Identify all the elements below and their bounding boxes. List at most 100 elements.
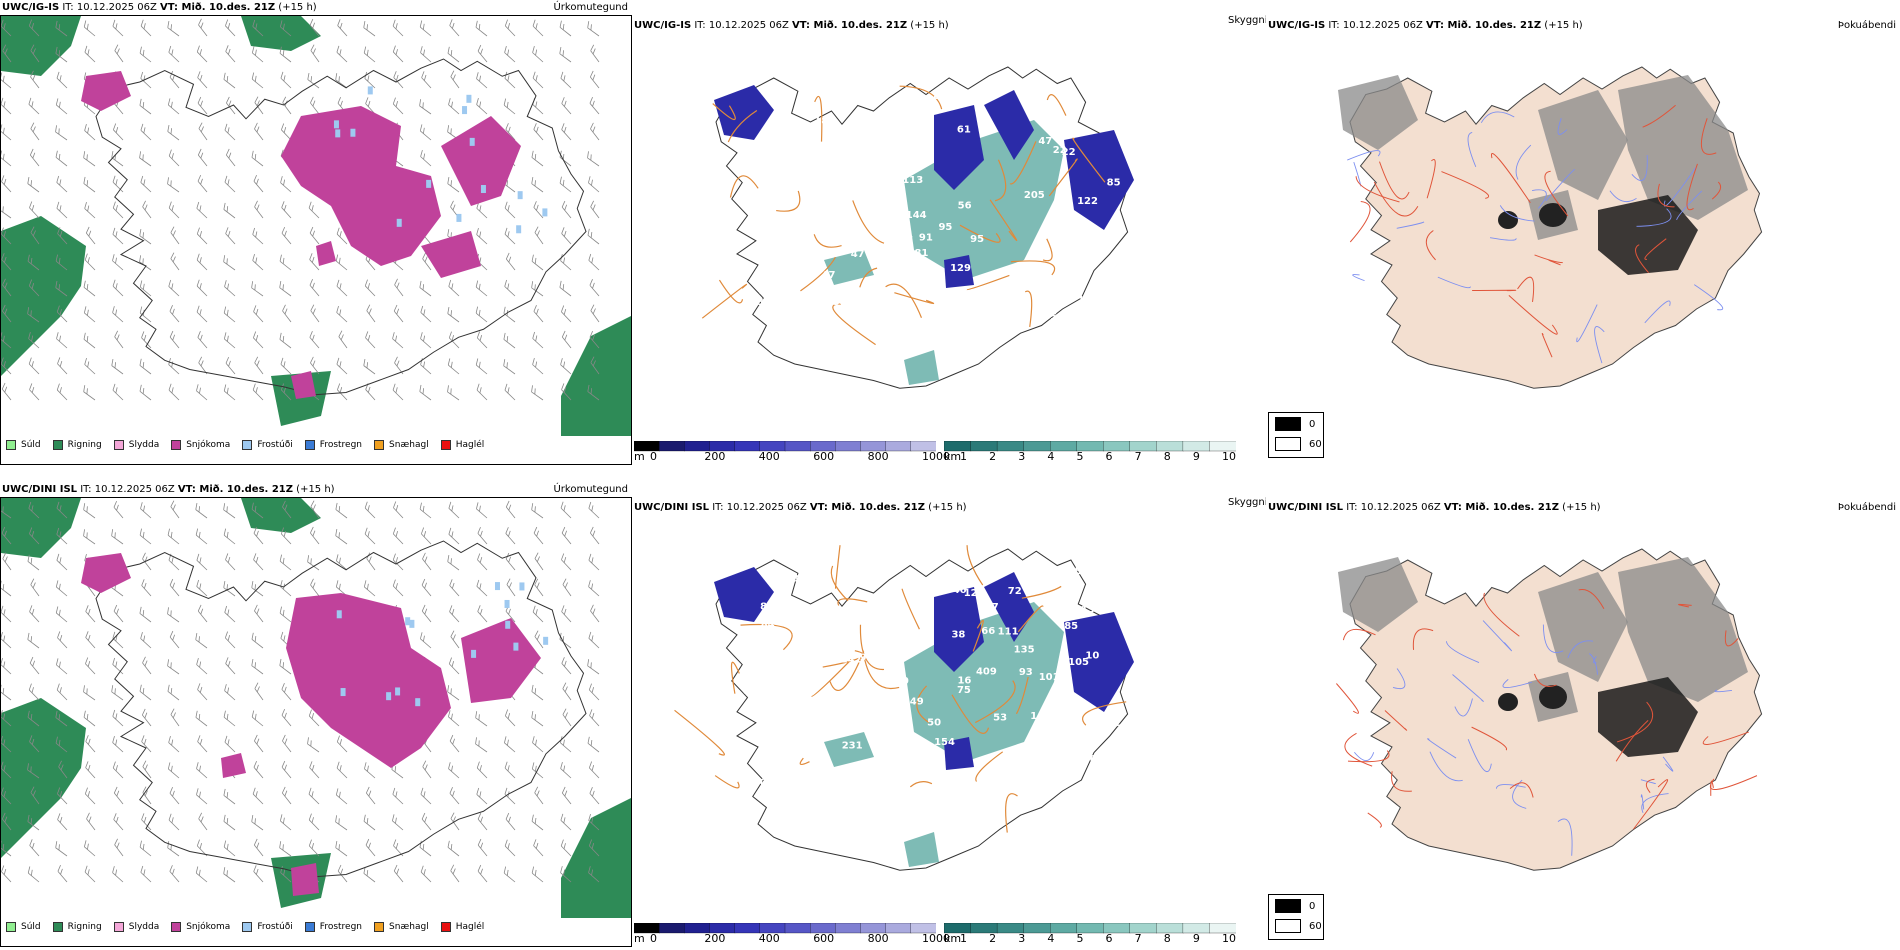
- issue-time: IT: 10.12.2025 06Z: [59, 2, 161, 13]
- wind-barb: [477, 864, 488, 883]
- wind-barb: [310, 44, 320, 63]
- wind-barb: [588, 176, 600, 193]
- road: [1471, 726, 1508, 751]
- wind-barb: [450, 812, 460, 831]
- wind-barb: [55, 125, 68, 141]
- road: [1373, 181, 1419, 217]
- wind-barb: [251, 281, 264, 297]
- rain-area: [1, 216, 86, 376]
- wind-barb: [225, 227, 236, 245]
- rain-area: [1, 498, 81, 558]
- wind-barb: [419, 384, 432, 401]
- snow-area: [281, 106, 441, 266]
- road: [674, 709, 725, 756]
- wind-barb: [448, 527, 460, 545]
- visibility-value: 182: [814, 116, 835, 127]
- visibility-value: 93: [1019, 667, 1033, 678]
- highland-area: [934, 105, 984, 190]
- wind-barb: [419, 20, 432, 37]
- wind-barb: [587, 21, 600, 37]
- wind-barb: [28, 97, 40, 115]
- valid-time: VT: Mið. 10.des. 21Z: [177, 484, 293, 495]
- road: [1644, 238, 1667, 260]
- wind-barb: [419, 124, 432, 141]
- wind-barb: [533, 305, 544, 323]
- river: [1641, 793, 1669, 813]
- freezing-drizzle-cell: [513, 642, 519, 651]
- wind-barb: [392, 332, 404, 349]
- wind-barb: [392, 527, 404, 545]
- wind-barb: [85, 226, 96, 245]
- wind-barb: [112, 761, 124, 779]
- wind-barb: [560, 501, 572, 519]
- colorbar-tick: 10: [1222, 450, 1236, 463]
- wind-barb: [168, 149, 180, 167]
- river: [1347, 150, 1381, 161]
- wind-barb: [1, 735, 12, 753]
- river: [1515, 144, 1532, 180]
- wind-barb: [223, 867, 236, 883]
- wind-barb: [447, 358, 460, 375]
- wind-barb: [252, 383, 264, 401]
- wind-barb: [420, 358, 432, 375]
- river: [1392, 668, 1406, 689]
- wind-barb: [141, 708, 152, 727]
- visibility-value: 95: [970, 234, 984, 245]
- wind-barb: [112, 866, 124, 883]
- wind-barb: [363, 46, 376, 63]
- wind-barb: [27, 307, 40, 323]
- fog-legend-swatch: [1275, 417, 1301, 431]
- wind-barb: [30, 44, 40, 63]
- river: [1640, 779, 1656, 785]
- fog-panel: UWC/IG-IS IT: 10.12.2025 06Z VT: Mið. 10…: [1268, 0, 1900, 468]
- wind-barb: [195, 710, 208, 727]
- wind-barb: [142, 656, 152, 675]
- issue-time: IT: 10.12.2025 06Z: [77, 484, 178, 495]
- wind-barb: [447, 685, 460, 701]
- visibility-value: 85: [888, 612, 902, 623]
- wind-barb: [504, 227, 516, 245]
- wind-barb: [590, 356, 600, 375]
- wind-barb: [449, 734, 460, 753]
- wind-barb: [252, 227, 264, 245]
- river: [1557, 118, 1568, 135]
- wind-barb: [139, 280, 152, 297]
- wind-barb: [590, 526, 600, 545]
- visibility-value: 91: [919, 232, 933, 243]
- fog-shading: [1538, 90, 1628, 200]
- wind-barb: [505, 527, 516, 545]
- road: [1015, 676, 1029, 715]
- wind-barb: [1, 840, 12, 857]
- wind-barb: [393, 304, 404, 323]
- river: [1609, 190, 1637, 203]
- legend-swatch: [242, 440, 253, 450]
- wind-barb: [534, 226, 544, 245]
- wind-barb: [142, 786, 152, 805]
- visibility-value: 10: [1085, 651, 1099, 662]
- wind-barb: [168, 813, 180, 831]
- wind-barb: [587, 659, 600, 675]
- wind-barb: [336, 279, 348, 297]
- wind-barb: [56, 527, 68, 545]
- visibility-value: 54: [833, 297, 847, 308]
- road: [899, 85, 943, 110]
- freezing-drizzle-cell: [426, 179, 432, 188]
- fog-legend-swatch: [1275, 919, 1301, 933]
- wind-barb: [308, 787, 320, 805]
- fog-legend-item: 60: [1275, 919, 1322, 933]
- colorbar-cell: [734, 440, 761, 452]
- wind-barb: [363, 866, 376, 883]
- wind-barb: [223, 384, 236, 401]
- wind-barb: [195, 633, 208, 649]
- road: [1642, 104, 1676, 128]
- wind-barb: [449, 787, 460, 805]
- wind-barb: [531, 177, 544, 193]
- wind-barb: [1, 812, 12, 831]
- visibility-value: 53: [993, 712, 1007, 723]
- wind-barb: [448, 762, 460, 779]
- wind-barb: [335, 815, 348, 831]
- visibility-panel: UWC/IG-IS IT: 10.12.2025 06Z VT: Mið. 10…: [634, 0, 1266, 468]
- visibility-value: 66: [915, 286, 929, 297]
- wind-barb: [531, 684, 544, 701]
- wind-barb: [83, 280, 96, 297]
